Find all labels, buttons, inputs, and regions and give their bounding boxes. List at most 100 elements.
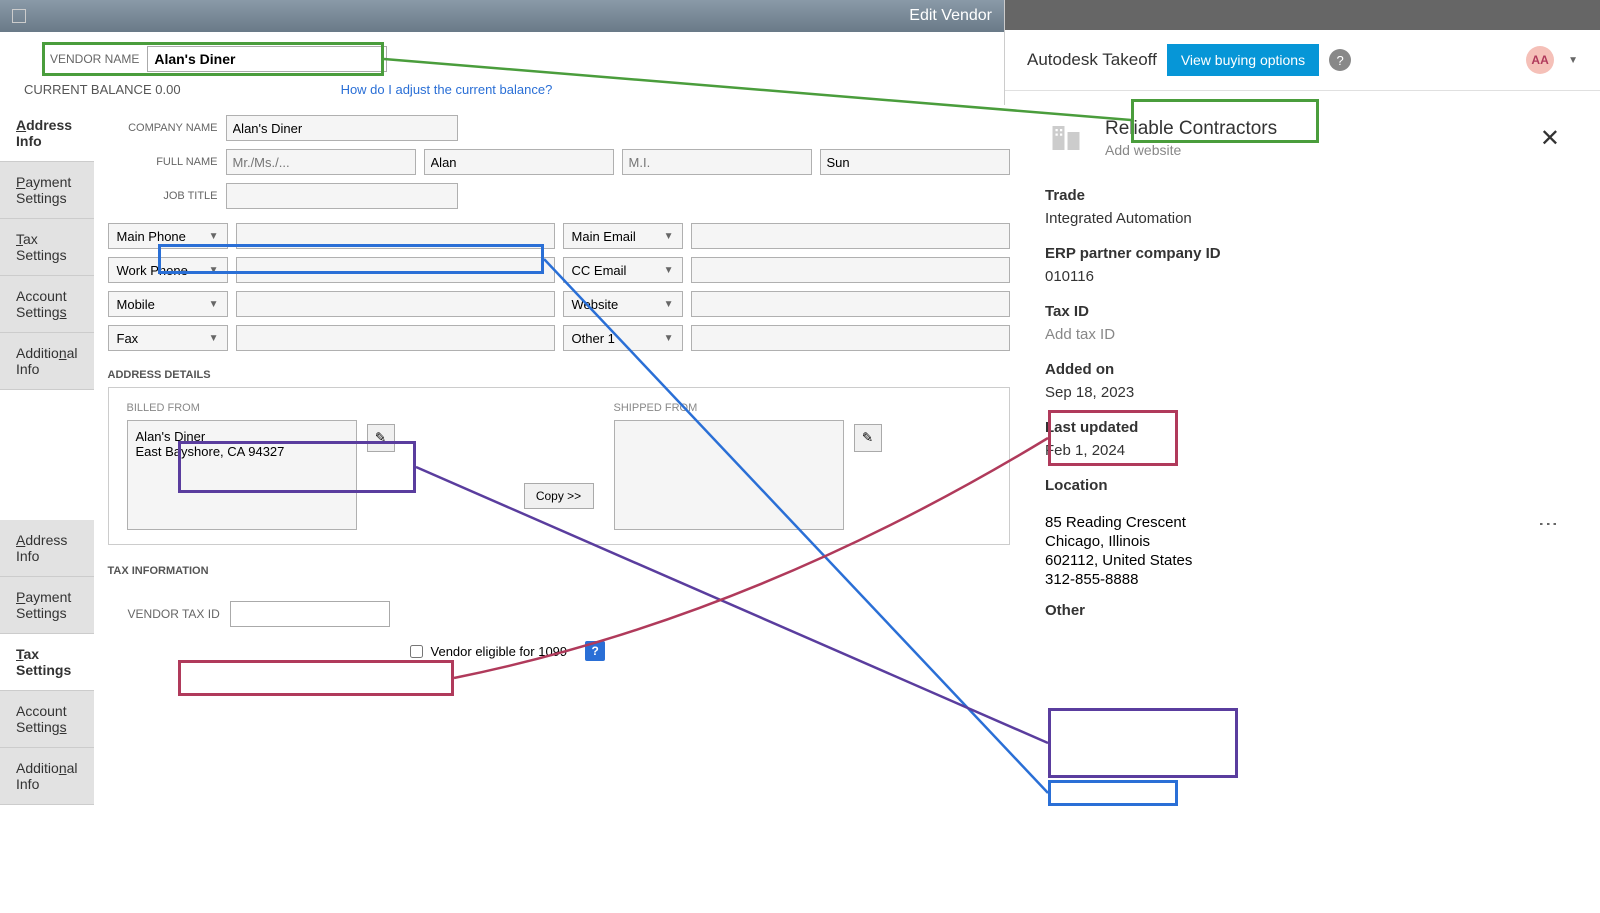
avatar[interactable]: AA [1526,46,1554,74]
tab-tax-settings-2[interactable]: Tax Settings [0,634,94,691]
jobtitle-label: JOB TITLE [108,190,218,202]
other-label: Other [1045,602,1560,619]
mobile-input[interactable] [236,291,555,317]
close-icon[interactable]: ✕ [1540,124,1560,153]
right-header: Autodesk Takeoff View buying options ? A… [1005,30,1600,91]
cc-email-dropdown[interactable]: CC Email▼ [563,257,683,283]
trade-value: Integrated Automation [1045,210,1560,227]
shipped-from-label: SHIPPED FROM [614,402,991,414]
billed-from-textarea[interactable]: Alan's Diner East Bayshore, CA 94327 [127,420,357,530]
top-bar [1005,0,1600,30]
pencil-icon: ✎ [375,430,386,446]
add-website-link[interactable]: Add website [1105,142,1277,158]
vendor-tax-id-row: VENDOR TAX ID [108,583,1010,637]
billed-from-label: BILLED FROM [127,402,504,414]
eligible-1099-row: Vendor eligible for 1099 ? [108,637,1010,671]
adjust-balance-link[interactable]: How do I adjust the current balance? [341,82,553,97]
autodesk-panel: Autodesk Takeoff View buying options ? A… [1005,0,1600,913]
location-line1: 85 Reading Crescent [1045,514,1560,531]
tab-payment-settings-2[interactable]: Payment Settings [0,577,94,634]
eligible-1099-checkbox[interactable] [410,645,423,658]
window-title: Edit Vendor [909,7,992,25]
work-phone-input[interactable] [236,257,555,283]
website-dropdown[interactable]: Website▼ [563,291,683,317]
updated-value: Feb 1, 2024 [1045,442,1560,459]
fullname-row: FULL NAME [108,149,1010,175]
location-line3: 602112, United States [1045,552,1560,569]
billed-from-col: BILLED FROM Alan's Diner East Bayshore, … [127,402,504,530]
main-email-dropdown[interactable]: Main Email▼ [563,223,683,249]
fullname-label: FULL NAME [108,156,218,168]
company-label: COMPANY NAME [108,122,218,134]
cc-email-input[interactable] [691,257,1010,283]
location-phone: 312-855-8888 [1045,571,1560,588]
added-value: Sep 18, 2023 [1045,384,1560,401]
vendor-tax-id-input[interactable] [230,601,390,627]
tax-id-label: Tax ID [1045,303,1560,320]
form-area: COMPANY NAME FULL NAME JOB TITLE Main Ph… [94,105,1024,913]
tab-address-info-2[interactable]: Address Info [0,520,94,577]
help-circle-icon[interactable]: ? [1329,49,1351,71]
vendor-name-input[interactable] [147,46,387,72]
tab-tax-settings[interactable]: Tax Settings [0,219,94,276]
company-row: COMPANY NAME [108,115,1010,141]
balance-row: CURRENT BALANCE 0.00 How do I adjust the… [0,78,1004,105]
location-label: Location [1045,477,1560,494]
pencil-icon: ✎ [862,430,873,446]
address-details-label: ADDRESS DETAILS [108,369,1010,381]
contractor-header: Reliable Contractors Add website ✕ [1005,91,1600,169]
eligible-1099-label: Vendor eligible for 1099 [431,644,568,659]
tab-payment-settings[interactable]: Payment Settings [0,162,94,219]
location-more-icon[interactable]: ⋮ [1536,514,1560,534]
edit-vendor-window: Edit Vendor VENDOR NAME CURRENT BALANCE … [0,0,1005,913]
title-bar: Edit Vendor [0,0,1004,32]
vendor-tax-id-label: VENDOR TAX ID [128,607,220,621]
location-line2: Chicago, Illinois [1045,533,1560,550]
firstname-input[interactable] [424,149,614,175]
shipped-from-textarea[interactable] [614,420,844,530]
avatar-chevron-icon[interactable]: ▼ [1568,55,1578,66]
mobile-dropdown[interactable]: Mobile▼ [108,291,228,317]
vendor-name-row: VENDOR NAME [0,32,1004,78]
work-phone-dropdown[interactable]: Work Phone▼ [108,257,228,283]
edit-billed-from-button[interactable]: ✎ [367,424,395,452]
building-icon [1045,117,1087,159]
trade-label: Trade [1045,187,1560,204]
nav-tabs-upper: Address Info Payment Settings Tax Settin… [0,105,94,913]
main-email-input[interactable] [691,223,1010,249]
view-buying-options-button[interactable]: View buying options [1167,44,1319,76]
other1-dropdown[interactable]: Other 1▼ [563,325,683,351]
tab-account-settings-2[interactable]: Account Settings [0,691,94,748]
help-icon[interactable]: ? [585,641,605,661]
jobtitle-row: JOB TITLE [108,183,1010,209]
shipped-from-col: SHIPPED FROM ✎ [614,402,991,530]
tab-address-info[interactable]: Address Info [0,105,94,162]
added-label: Added on [1045,361,1560,378]
title-input[interactable] [226,149,416,175]
mi-input[interactable] [622,149,812,175]
address-section: ADDRESS DETAILS BILLED FROM Alan's Diner… [108,369,1010,545]
tab-account-settings[interactable]: Account Settings [0,276,94,333]
erp-label: ERP partner company ID [1045,245,1560,262]
contractor-name: Reliable Contractors [1105,118,1277,140]
tab-additional-info-2[interactable]: Additional Info [0,748,94,805]
info-section: Trade Integrated Automation ERP partner … [1005,169,1600,643]
edit-shipped-from-button[interactable]: ✎ [854,424,882,452]
tab-additional-info[interactable]: Additional Info [0,333,94,390]
lastname-input[interactable] [820,149,1010,175]
fax-dropdown[interactable]: Fax▼ [108,325,228,351]
copy-address-button[interactable]: Copy >> [524,483,594,509]
window-icon [12,9,26,23]
company-input[interactable] [226,115,458,141]
tax-section: TAX INFORMATION VENDOR TAX ID Vendor eli… [108,565,1010,671]
panel-body: Address Info Payment Settings Tax Settin… [0,105,1004,913]
tax-id-placeholder[interactable]: Add tax ID [1045,326,1560,343]
main-phone-input[interactable] [236,223,555,249]
jobtitle-input[interactable] [226,183,458,209]
address-panel: BILLED FROM Alan's Diner East Bayshore, … [108,387,1010,545]
other1-input[interactable] [691,325,1010,351]
fax-input[interactable] [236,325,555,351]
website-input[interactable] [691,291,1010,317]
updated-label: Last updated [1045,419,1560,436]
main-phone-dropdown[interactable]: Main Phone▼ [108,223,228,249]
